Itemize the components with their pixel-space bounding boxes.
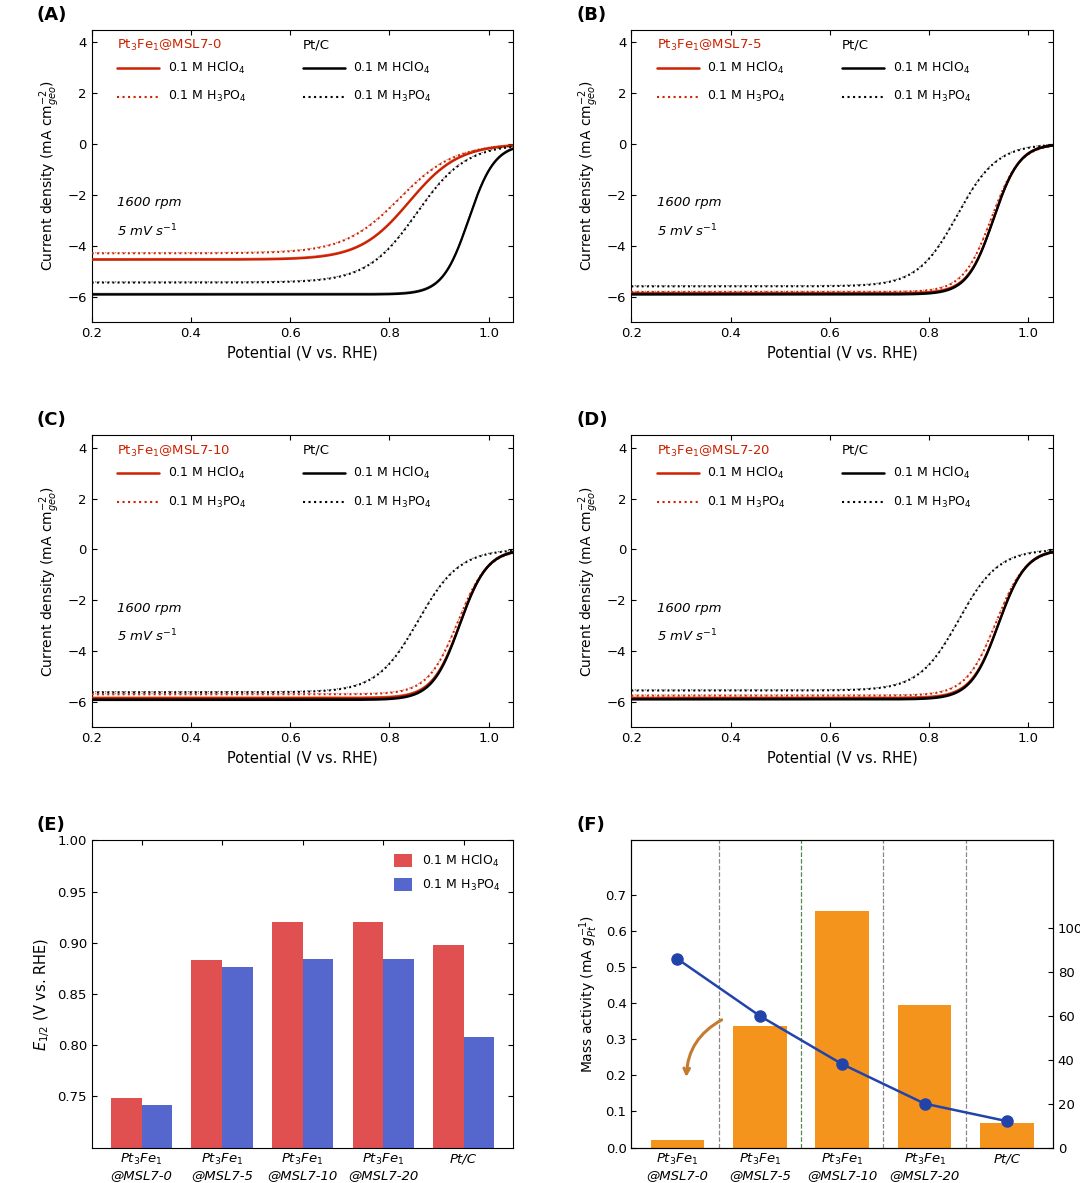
Text: 0.1 M H$_3$PO$_4$: 0.1 M H$_3$PO$_4$ <box>167 89 246 104</box>
Text: 0.1 M HClO$_4$: 0.1 M HClO$_4$ <box>167 465 245 481</box>
Text: 1600 rpm: 1600 rpm <box>657 602 721 615</box>
Text: 0.1 M HClO$_4$: 0.1 M HClO$_4$ <box>353 465 430 481</box>
Text: 0.1 M H$_3$PO$_4$: 0.1 M H$_3$PO$_4$ <box>707 89 786 104</box>
Text: (C): (C) <box>37 412 67 429</box>
Bar <box>111 1098 141 1183</box>
Bar <box>191 961 222 1183</box>
Y-axis label: Current density (mA cm$^{-2}_{geo}$): Current density (mA cm$^{-2}_{geo}$) <box>37 486 62 677</box>
Bar <box>222 968 253 1183</box>
Bar <box>352 923 383 1183</box>
Bar <box>141 1105 172 1183</box>
Text: 0.1 M H$_3$PO$_4$: 0.1 M H$_3$PO$_4$ <box>353 494 432 510</box>
Text: Pt$_3$Fe$_1$@MSL7-5: Pt$_3$Fe$_1$@MSL7-5 <box>657 38 761 53</box>
Text: 1600 rpm: 1600 rpm <box>117 602 181 615</box>
Y-axis label: Current density (mA cm$^{-2}_{geo}$): Current density (mA cm$^{-2}_{geo}$) <box>577 486 602 677</box>
X-axis label: Potential (V vs. RHE): Potential (V vs. RHE) <box>767 751 918 765</box>
Text: 5 mV s$^{-1}$: 5 mV s$^{-1}$ <box>657 628 717 645</box>
Text: Pt/C: Pt/C <box>302 38 329 51</box>
Bar <box>463 1037 495 1183</box>
Text: 1600 rpm: 1600 rpm <box>657 196 721 209</box>
Text: Pt/C: Pt/C <box>842 444 869 457</box>
Text: 0.1 M H$_3$PO$_4$: 0.1 M H$_3$PO$_4$ <box>707 494 786 510</box>
Y-axis label: Mass activity (mA $g_{Pt}^{-1}$): Mass activity (mA $g_{Pt}^{-1}$) <box>578 914 600 1073</box>
Text: 5 mV s$^{-1}$: 5 mV s$^{-1}$ <box>117 628 178 645</box>
Text: 0.1 M HClO$_4$: 0.1 M HClO$_4$ <box>707 465 784 481</box>
Text: 0.1 M HClO$_4$: 0.1 M HClO$_4$ <box>893 465 970 481</box>
X-axis label: Potential (V vs. RHE): Potential (V vs. RHE) <box>767 345 918 361</box>
Text: 5 mV s$^{-1}$: 5 mV s$^{-1}$ <box>117 222 178 239</box>
Text: 1600 rpm: 1600 rpm <box>117 196 181 209</box>
Text: (A): (A) <box>37 6 67 24</box>
Text: 0.1 M HClO$_4$: 0.1 M HClO$_4$ <box>893 59 970 76</box>
Bar <box>650 1139 704 1148</box>
X-axis label: Potential (V vs. RHE): Potential (V vs. RHE) <box>227 345 378 361</box>
Text: (B): (B) <box>577 6 607 24</box>
Text: Pt$_3$Fe$_1$@MSL7-0: Pt$_3$Fe$_1$@MSL7-0 <box>117 38 222 53</box>
Y-axis label: Current density (mA cm$^{-2}_{geo}$): Current density (mA cm$^{-2}_{geo}$) <box>577 80 602 271</box>
Bar <box>815 911 869 1148</box>
Text: Pt/C: Pt/C <box>842 38 869 51</box>
Text: 5 mV s$^{-1}$: 5 mV s$^{-1}$ <box>657 222 717 239</box>
Text: Pt$_3$Fe$_1$@MSL7-20: Pt$_3$Fe$_1$@MSL7-20 <box>657 444 770 459</box>
Text: 0.1 M HClO$_4$: 0.1 M HClO$_4$ <box>707 59 784 76</box>
Bar <box>383 959 414 1183</box>
Bar <box>733 1027 786 1148</box>
Text: Pt$_3$Fe$_1$@MSL7-10: Pt$_3$Fe$_1$@MSL7-10 <box>117 444 230 459</box>
Bar <box>897 1004 951 1148</box>
Text: 0.1 M HClO$_4$: 0.1 M HClO$_4$ <box>353 59 430 76</box>
Legend: 0.1 M HClO$_4$, 0.1 M H$_3$PO$_4$: 0.1 M HClO$_4$, 0.1 M H$_3$PO$_4$ <box>388 847 508 899</box>
Text: 0.1 M H$_3$PO$_4$: 0.1 M H$_3$PO$_4$ <box>167 494 246 510</box>
X-axis label: Potential (V vs. RHE): Potential (V vs. RHE) <box>227 751 378 765</box>
Text: (E): (E) <box>37 816 66 834</box>
Text: Pt/C: Pt/C <box>302 444 329 457</box>
Y-axis label: Current density (mA cm$^{-2}_{geo}$): Current density (mA cm$^{-2}_{geo}$) <box>37 80 62 271</box>
Text: 0.1 M H$_3$PO$_4$: 0.1 M H$_3$PO$_4$ <box>893 89 971 104</box>
Text: 0.1 M HClO$_4$: 0.1 M HClO$_4$ <box>167 59 245 76</box>
Text: (D): (D) <box>577 412 608 429</box>
Bar <box>272 923 302 1183</box>
Bar <box>302 959 334 1183</box>
Bar <box>433 945 463 1183</box>
Y-axis label: $E_{1/2}$ (V vs. RHE): $E_{1/2}$ (V vs. RHE) <box>32 937 52 1051</box>
Text: 0.1 M H$_3$PO$_4$: 0.1 M H$_3$PO$_4$ <box>353 89 432 104</box>
Text: 0.1 M H$_3$PO$_4$: 0.1 M H$_3$PO$_4$ <box>893 494 971 510</box>
Text: (F): (F) <box>577 816 606 834</box>
Bar <box>981 1123 1034 1148</box>
